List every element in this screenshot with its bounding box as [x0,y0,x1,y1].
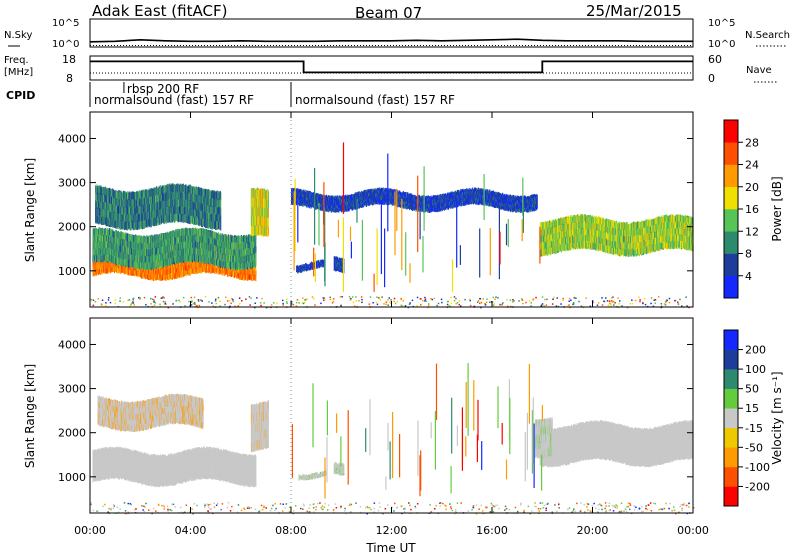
data-cell [255,275,257,282]
noise-right-tick-bottom: 10^0 [708,39,735,50]
freq-left-tick-bottom: 8 [66,72,73,85]
cpid-label: CPID [6,89,35,102]
noise-right-label: N.Search [745,30,790,41]
beam-title: Beam 07 [355,4,422,22]
freq-left-label-2: [MHz] [4,67,33,78]
cpid-insert: rbsp 200 RF [127,82,199,96]
frequency-line [90,60,693,74]
noise-right-tick-top: 10^5 [708,18,735,29]
station-title: Adak East (fitACF) [92,2,227,20]
noise-trace [89,38,693,46]
noise-sky-line [89,38,693,43]
date-title: 25/Mar/2015 [586,2,682,20]
cpid-dividers [89,82,292,107]
frequency-trace [90,60,693,74]
cpid-segment-2: normalsound (fast) 157 RF [295,93,455,107]
cpid-panel: CPID normalsound (fast) 157 RF normalsou… [6,82,455,107]
data-cell [255,270,257,276]
freq-right-label: Nave [746,65,772,76]
freq-right-tick-bottom: 0 [708,72,715,85]
power-heatmap [90,112,694,309]
noise-left-label: N.Sky [4,30,32,41]
noise-left-tick-top: 10^5 [52,18,79,29]
frequency-panel: Freq. [MHz] 18 8 60 0 Nave [4,53,778,85]
cpid-segment-1: normalsound (fast) 157 RF [94,93,254,107]
noise-left-tick-bottom: 10^0 [52,39,79,50]
freq-left-tick-top: 18 [62,53,76,66]
noise-panel: N.Sky 10^5 10^0 10^5 10^0 N.Search [4,18,790,50]
freq-right-tick-top: 60 [708,53,722,66]
freq-left-label-1: Freq. [4,55,29,66]
